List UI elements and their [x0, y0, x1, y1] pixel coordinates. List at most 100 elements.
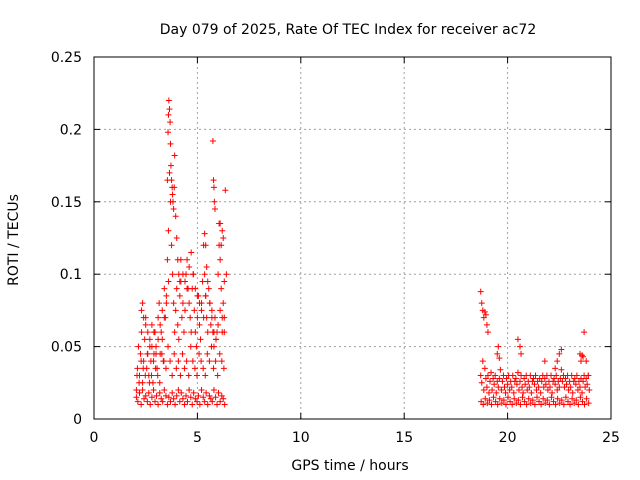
- data-point: [176, 398, 183, 405]
- data-point: [218, 358, 225, 365]
- data-point: [155, 401, 162, 408]
- data-point: [173, 285, 180, 292]
- data-point: [541, 358, 548, 365]
- data-point: [552, 401, 559, 408]
- y-axis-title: ROTI / TECUs: [6, 194, 22, 286]
- data-point: [162, 365, 169, 372]
- data-point: [202, 292, 209, 299]
- y-tick-label: 0.1: [60, 267, 82, 283]
- data-point: [158, 395, 165, 402]
- data-point: [496, 355, 503, 362]
- data-point: [140, 365, 147, 372]
- data-point: [171, 152, 178, 159]
- data-point: [548, 372, 555, 379]
- data-point: [580, 353, 587, 360]
- data-point: [172, 307, 179, 314]
- data-point: [222, 187, 229, 194]
- data-point: [175, 358, 182, 365]
- data-point: [482, 311, 489, 318]
- data-point: [148, 321, 155, 328]
- data-point: [483, 384, 490, 391]
- data-point: [187, 343, 194, 350]
- data-point: [546, 401, 553, 408]
- data-point: [187, 394, 194, 401]
- x-tick-label: 20: [499, 430, 517, 446]
- data-point: [484, 329, 491, 336]
- data-point: [531, 381, 538, 388]
- y-axis-tick-labels: 0 0.05 0.1 0.15 0.2 0.25: [51, 50, 82, 428]
- data-point: [170, 395, 177, 402]
- data-point: [196, 300, 203, 307]
- data-point: [142, 321, 149, 328]
- data-point: [221, 401, 228, 408]
- data-point: [483, 321, 490, 328]
- data-point: [152, 398, 159, 405]
- data-point: [478, 300, 485, 307]
- data-point: [573, 397, 580, 404]
- data-point: [201, 230, 208, 237]
- data-point: [169, 198, 176, 205]
- data-point: [200, 314, 207, 321]
- axis-ticks: [93, 56, 612, 420]
- y-tick-label: 0.05: [51, 340, 82, 356]
- data-point: [508, 384, 515, 391]
- grid-lines: [94, 57, 611, 419]
- data-point: [161, 314, 168, 321]
- data-point: [500, 372, 507, 379]
- data-point: [556, 384, 563, 391]
- data-point: [538, 401, 545, 408]
- x-tick-label: 5: [193, 430, 202, 446]
- data-point: [207, 321, 214, 328]
- data-point: [138, 329, 145, 336]
- data-point: [169, 389, 176, 396]
- data-point: [141, 336, 148, 343]
- data-point: [481, 308, 488, 315]
- data-point: [217, 307, 224, 314]
- data-point: [529, 397, 536, 404]
- data-point: [167, 162, 174, 169]
- data-point: [167, 140, 174, 147]
- data-point: [219, 227, 226, 234]
- data-point: [581, 329, 588, 336]
- data-point: [208, 314, 215, 321]
- data-point: [153, 392, 160, 399]
- y-tick-label: 0: [73, 412, 82, 428]
- data-point: [212, 358, 219, 365]
- data-point: [216, 350, 223, 357]
- data-point: [183, 358, 190, 365]
- data-point: [188, 249, 195, 256]
- data-point: [139, 387, 146, 394]
- data-point: [510, 389, 517, 396]
- data-point: [150, 358, 157, 365]
- data-point: [146, 336, 153, 343]
- data-point: [208, 343, 215, 350]
- chart-title: Day 079 of 2025, Rate Of TEC Index for r…: [160, 22, 536, 38]
- data-point: [522, 381, 529, 388]
- data-point: [580, 378, 587, 385]
- data-point: [150, 329, 157, 336]
- data-point: [526, 384, 533, 391]
- plot-area-border: [93, 56, 612, 420]
- data-point: [133, 394, 140, 401]
- data-point: [220, 235, 227, 241]
- data-point: [206, 392, 213, 399]
- data-point: [148, 372, 155, 379]
- data-point: [136, 379, 143, 386]
- data-point: [209, 137, 216, 144]
- data-point: [201, 271, 208, 278]
- data-point: [575, 401, 582, 408]
- data-point: [142, 392, 149, 399]
- data-point: [502, 401, 509, 408]
- data-point: [215, 389, 222, 396]
- data-point: [187, 314, 194, 321]
- data-point: [150, 387, 157, 394]
- data-point: [181, 278, 188, 285]
- data-point: [519, 384, 526, 391]
- data-point: [161, 285, 168, 292]
- data-point: [552, 381, 559, 388]
- data-point: [210, 177, 217, 184]
- data-point: [172, 401, 179, 408]
- data-point: [204, 350, 211, 357]
- data-point: [517, 343, 524, 350]
- data-point: [504, 381, 511, 388]
